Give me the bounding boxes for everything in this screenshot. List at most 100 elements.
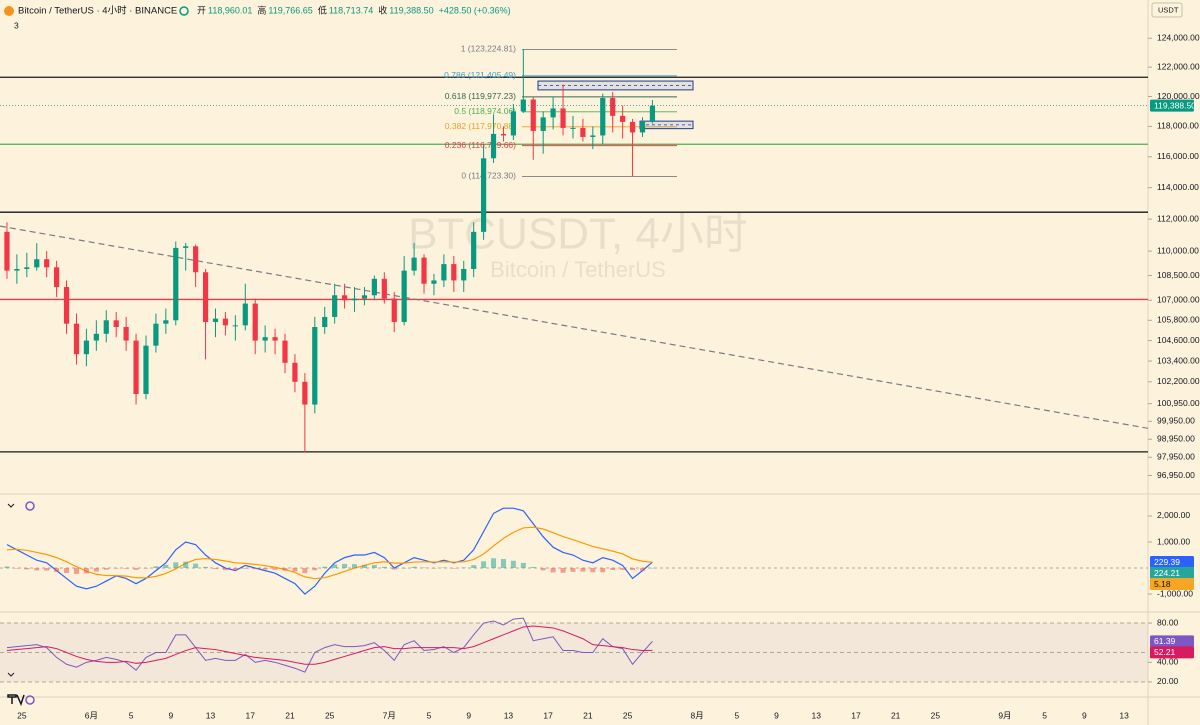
collapse-icon[interactable]	[7, 672, 15, 677]
histogram-bar	[500, 558, 506, 569]
histogram-bar	[113, 568, 119, 569]
histogram-bar	[649, 567, 655, 569]
candle-body	[123, 327, 129, 341]
histogram-bar	[173, 562, 179, 569]
candle-body	[173, 247, 179, 321]
ohlc-key: 低	[318, 4, 327, 15]
histogram-bar	[580, 568, 586, 572]
histogram-bar	[590, 568, 596, 573]
y-tick-label: 80.00	[1157, 617, 1179, 627]
logo	[7, 694, 25, 707]
y-tick-label: 99,950.00	[1157, 416, 1195, 426]
x-tick-label: 9	[774, 710, 779, 720]
candle-body	[302, 381, 308, 405]
candle-body	[63, 287, 70, 324]
histogram-bar	[520, 562, 526, 569]
watermark-subtitle: Bitcoin / TetherUS	[490, 257, 666, 282]
fib-label: 0.786 (121,405.49)	[444, 70, 516, 80]
histogram-bar	[530, 567, 536, 569]
candle-body	[431, 280, 437, 284]
candle-body	[540, 117, 546, 131]
x-tick-label: 21	[583, 710, 593, 720]
candle-body	[202, 272, 209, 322]
candle-body	[629, 121, 636, 133]
x-tick-label: 5	[1042, 710, 1047, 720]
candle-body	[54, 267, 60, 288]
indicator-icon[interactable]	[25, 501, 35, 511]
histogram-bar	[540, 568, 546, 571]
candle-body	[292, 362, 298, 382]
symbol-title[interactable]: Bitcoin / TetherUS · 4小时 · BINANCE	[18, 5, 177, 17]
candle-body	[73, 323, 80, 355]
x-tick-label: 6月	[85, 710, 98, 720]
histogram-bar	[242, 568, 248, 569]
histogram-bar	[451, 568, 457, 569]
histogram-bar	[123, 568, 129, 569]
histogram-bar	[232, 568, 238, 571]
candle-body	[411, 257, 417, 271]
candle-body	[391, 298, 397, 322]
currency-box[interactable]	[1151, 2, 1183, 18]
candle-body	[272, 337, 278, 341]
candle-body	[620, 115, 626, 122]
x-tick-label: 8月	[690, 710, 703, 720]
histogram-bar	[133, 568, 139, 570]
histogram-bar	[560, 568, 566, 573]
price-tag	[1150, 556, 1194, 569]
histogram-bar	[411, 566, 417, 569]
x-tick-label: 9	[168, 710, 173, 720]
indicator-line	[6, 617, 653, 673]
price-tag	[1150, 578, 1194, 591]
x-tick-label: 25	[623, 710, 633, 720]
y-tick-label: 100,950.00	[1157, 398, 1200, 408]
histogram-bar	[44, 568, 50, 571]
y-tick-label: 97,950.00	[1157, 452, 1195, 462]
y-tick-label: 108,500.00	[1157, 270, 1200, 280]
x-tick-label: 7月	[383, 710, 396, 720]
collapse-icon[interactable]	[7, 503, 15, 508]
histogram-bar	[570, 568, 576, 572]
y-tick-label: 40.00	[1157, 657, 1179, 667]
candle-body	[232, 325, 238, 327]
histogram-bar	[481, 561, 487, 569]
candle-body	[570, 127, 576, 129]
x-tick-label: 9	[466, 710, 471, 720]
fib-label: 0.5 (118,974.06)	[454, 106, 516, 116]
histogram-bar	[630, 568, 636, 570]
histogram-bar	[491, 558, 497, 569]
y-tick-label: 116,000.00	[1157, 151, 1199, 161]
y-tick-label: 104,600.00	[1157, 335, 1200, 345]
histogram-bar	[441, 567, 447, 569]
candle-body	[193, 246, 199, 273]
histogram-bar	[143, 568, 149, 569]
indicator-icon[interactable]	[25, 695, 35, 705]
y-tick-label: 112,000.00	[1157, 213, 1199, 223]
indicator-count[interactable]: 3	[14, 20, 19, 30]
ohlc-value: 118,960.01	[208, 5, 252, 15]
histogram-bar	[73, 568, 79, 574]
candle-body	[183, 246, 189, 248]
histogram-bar	[34, 568, 40, 571]
y-tick-label: 2,000.00	[1157, 510, 1190, 520]
fib-label: 1 (123,224.81)	[461, 44, 516, 54]
histogram-bar	[461, 567, 467, 569]
fib-label: 0.382 (117,970.88)	[445, 121, 516, 131]
trend-line	[0, 225, 1149, 429]
histogram-bar	[193, 563, 199, 569]
candle-body	[441, 264, 447, 281]
histogram-bar	[4, 566, 10, 569]
candle-body	[153, 323, 159, 346]
histogram-bar	[371, 564, 377, 569]
candle-body	[361, 295, 368, 299]
histogram-bar	[431, 568, 437, 569]
fib-label: 0 (114,723.30)	[461, 171, 516, 181]
candle-body	[83, 340, 90, 355]
histogram-bar	[332, 564, 338, 569]
candle-body	[580, 127, 586, 137]
x-tick-label: 17	[851, 710, 861, 720]
y-tick-label: 114,000.00	[1157, 182, 1199, 192]
candle-body	[520, 99, 526, 112]
y-tick-label: 118,000.00	[1157, 121, 1199, 131]
currency[interactable]: USDT	[1158, 5, 1179, 14]
